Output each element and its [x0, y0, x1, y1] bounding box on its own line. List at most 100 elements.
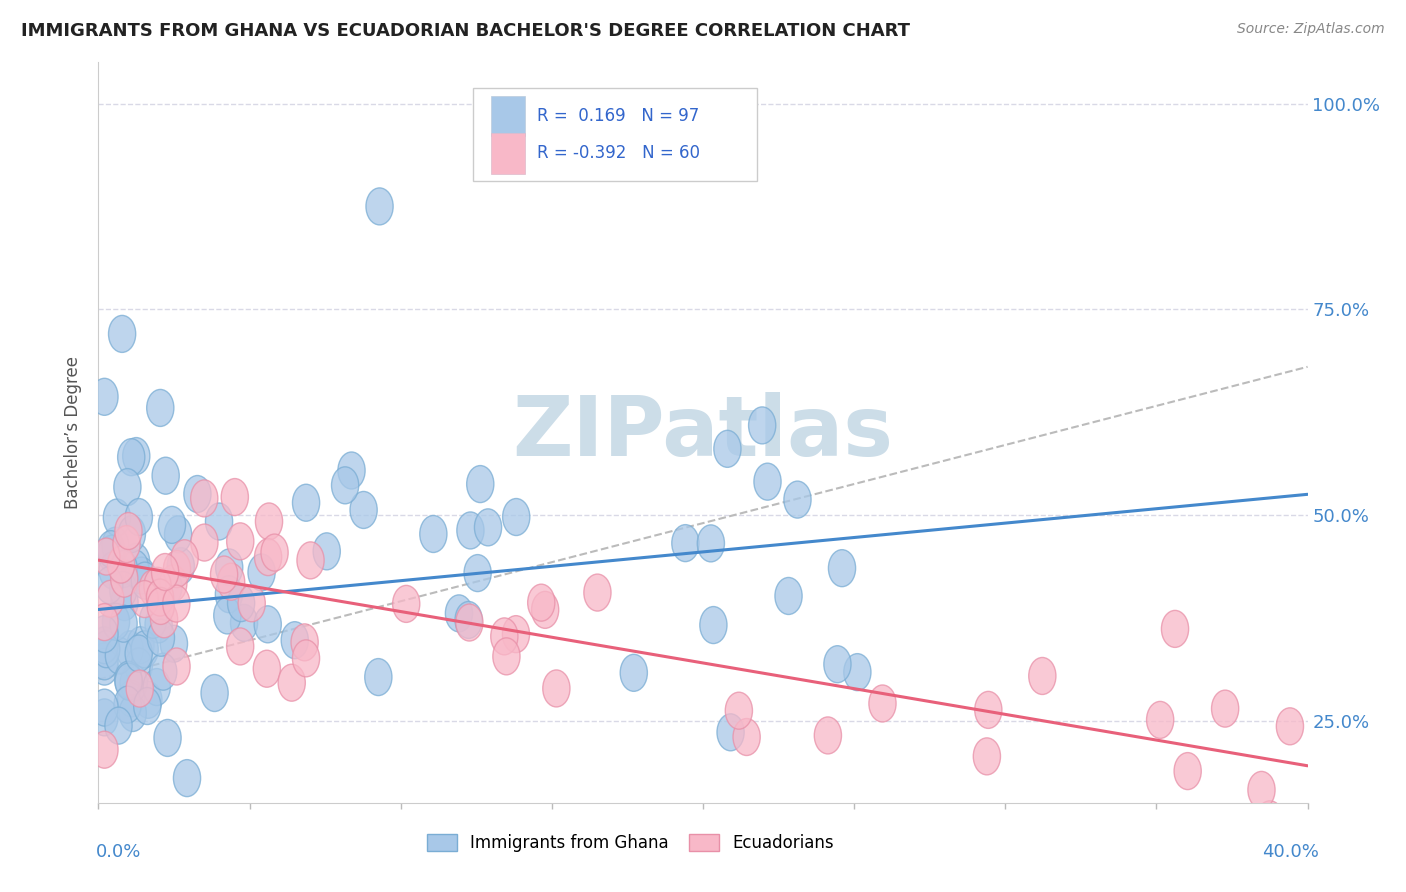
- Ellipse shape: [420, 516, 447, 552]
- Ellipse shape: [869, 685, 896, 722]
- Ellipse shape: [143, 567, 172, 604]
- Ellipse shape: [446, 595, 472, 632]
- Ellipse shape: [1277, 707, 1303, 745]
- Ellipse shape: [105, 707, 132, 744]
- Ellipse shape: [97, 581, 124, 617]
- Ellipse shape: [201, 674, 228, 712]
- Ellipse shape: [93, 538, 120, 575]
- Ellipse shape: [125, 648, 152, 685]
- Text: ZIPatlas: ZIPatlas: [513, 392, 893, 473]
- Ellipse shape: [91, 690, 118, 726]
- Ellipse shape: [155, 568, 181, 606]
- Ellipse shape: [214, 597, 240, 634]
- Ellipse shape: [107, 546, 135, 583]
- Ellipse shape: [114, 468, 141, 506]
- Ellipse shape: [456, 604, 484, 641]
- Ellipse shape: [103, 499, 131, 536]
- Ellipse shape: [121, 550, 149, 587]
- Ellipse shape: [184, 475, 211, 513]
- Legend: Immigrants from Ghana, Ecuadorians: Immigrants from Ghana, Ecuadorians: [422, 830, 839, 857]
- Ellipse shape: [146, 579, 173, 616]
- Ellipse shape: [103, 603, 129, 640]
- Ellipse shape: [697, 524, 724, 562]
- Ellipse shape: [115, 661, 142, 698]
- Ellipse shape: [262, 534, 288, 571]
- Ellipse shape: [122, 543, 149, 580]
- Ellipse shape: [108, 316, 136, 352]
- Ellipse shape: [110, 550, 138, 588]
- Ellipse shape: [620, 655, 647, 691]
- Ellipse shape: [96, 566, 122, 604]
- Ellipse shape: [292, 484, 319, 521]
- Ellipse shape: [117, 631, 143, 668]
- Ellipse shape: [139, 570, 166, 607]
- Ellipse shape: [110, 605, 138, 642]
- Ellipse shape: [583, 574, 612, 611]
- Ellipse shape: [98, 552, 127, 589]
- Ellipse shape: [146, 390, 174, 426]
- Ellipse shape: [91, 378, 118, 416]
- Ellipse shape: [226, 523, 254, 560]
- Ellipse shape: [172, 540, 198, 577]
- Ellipse shape: [238, 585, 266, 622]
- Ellipse shape: [173, 760, 201, 797]
- Ellipse shape: [785, 481, 811, 518]
- Ellipse shape: [139, 601, 167, 639]
- Ellipse shape: [254, 606, 281, 643]
- Ellipse shape: [125, 635, 152, 672]
- Ellipse shape: [494, 638, 520, 675]
- Ellipse shape: [974, 691, 1002, 729]
- Ellipse shape: [748, 407, 776, 444]
- Ellipse shape: [101, 527, 129, 564]
- Text: IMMIGRANTS FROM GHANA VS ECUADORIAN BACHELOR'S DEGREE CORRELATION CHART: IMMIGRANTS FROM GHANA VS ECUADORIAN BACH…: [21, 22, 910, 40]
- Ellipse shape: [91, 648, 118, 685]
- Ellipse shape: [167, 548, 194, 584]
- Ellipse shape: [1212, 690, 1239, 727]
- Ellipse shape: [143, 668, 170, 706]
- Ellipse shape: [135, 681, 162, 718]
- Ellipse shape: [120, 665, 148, 701]
- Ellipse shape: [215, 549, 243, 586]
- Ellipse shape: [1146, 701, 1174, 739]
- Ellipse shape: [115, 513, 142, 549]
- Y-axis label: Bachelor’s Degree: Bachelor’s Degree: [65, 356, 83, 509]
- Ellipse shape: [105, 637, 132, 674]
- Ellipse shape: [191, 480, 218, 516]
- Ellipse shape: [253, 650, 280, 687]
- Ellipse shape: [150, 601, 177, 638]
- Ellipse shape: [118, 680, 145, 717]
- Ellipse shape: [134, 688, 160, 724]
- Ellipse shape: [91, 643, 118, 680]
- Text: R = -0.392   N = 60: R = -0.392 N = 60: [537, 145, 700, 162]
- Ellipse shape: [1249, 772, 1275, 808]
- Ellipse shape: [254, 539, 281, 575]
- Ellipse shape: [527, 584, 555, 621]
- Ellipse shape: [131, 581, 159, 617]
- Ellipse shape: [314, 533, 340, 570]
- Text: 40.0%: 40.0%: [1263, 843, 1319, 861]
- Text: 0.0%: 0.0%: [96, 843, 141, 861]
- Ellipse shape: [91, 698, 118, 736]
- Ellipse shape: [163, 550, 191, 588]
- Ellipse shape: [775, 577, 803, 615]
- Ellipse shape: [973, 738, 1001, 775]
- Ellipse shape: [159, 507, 186, 543]
- Ellipse shape: [120, 695, 146, 731]
- Ellipse shape: [1161, 610, 1188, 648]
- Ellipse shape: [111, 583, 138, 621]
- Ellipse shape: [93, 631, 120, 668]
- Ellipse shape: [1174, 753, 1201, 789]
- Ellipse shape: [714, 430, 741, 467]
- Ellipse shape: [502, 499, 530, 535]
- Ellipse shape: [205, 503, 232, 540]
- Ellipse shape: [491, 618, 517, 655]
- Ellipse shape: [127, 627, 155, 664]
- Ellipse shape: [152, 458, 180, 494]
- Ellipse shape: [211, 556, 238, 593]
- Ellipse shape: [221, 478, 249, 516]
- Ellipse shape: [115, 663, 142, 700]
- Ellipse shape: [754, 463, 782, 500]
- Ellipse shape: [131, 631, 159, 668]
- Ellipse shape: [149, 653, 177, 690]
- Ellipse shape: [332, 467, 359, 504]
